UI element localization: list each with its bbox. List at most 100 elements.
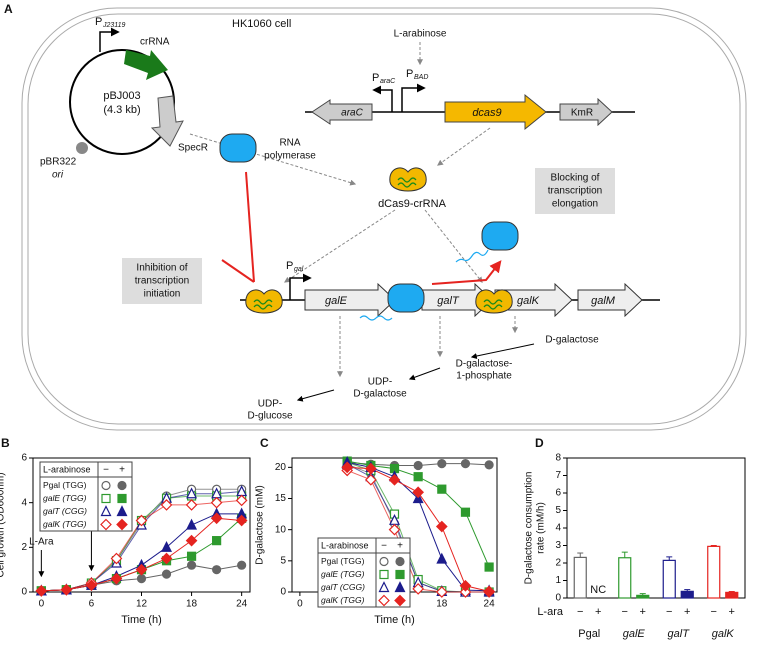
- label: Inhibition of: [136, 263, 187, 274]
- marker: [135, 514, 148, 527]
- y-tick-label: 4: [21, 497, 27, 508]
- label: KmR: [571, 108, 593, 119]
- marker: [135, 563, 148, 576]
- label: araC: [341, 108, 363, 119]
- marker: [412, 583, 425, 595]
- promoter: [99, 27, 120, 52]
- arrow: [283, 209, 396, 283]
- marker: [60, 583, 73, 596]
- label: D-galactose: [353, 389, 407, 400]
- label: L-arabinose: [394, 29, 447, 40]
- y-tick-label: 2: [555, 558, 561, 569]
- marker: [212, 565, 222, 575]
- legend-marker: [379, 569, 389, 580]
- bar: [680, 590, 694, 599]
- label: dcas9: [472, 107, 501, 119]
- transcript: [455, 249, 489, 263]
- panel-letter: A: [4, 2, 13, 16]
- x-tick-label: 18: [186, 599, 198, 610]
- legend-marker: [101, 493, 111, 504]
- label: Blocking of: [551, 173, 600, 184]
- legend-marker: [394, 581, 406, 593]
- legend-marker: [100, 505, 112, 517]
- note-box: [122, 258, 202, 304]
- y-tick-label: 10: [275, 524, 287, 535]
- label: dCas9-crRNA: [378, 198, 447, 210]
- bar: [707, 545, 721, 599]
- label: transcription: [548, 186, 602, 197]
- dcas9-complex: [475, 289, 513, 314]
- y-tick-label: 2: [21, 542, 27, 553]
- x-axis-title: Time (h): [374, 614, 415, 626]
- legend-marker: [117, 493, 127, 504]
- promoter: [401, 83, 426, 112]
- marker: [388, 473, 401, 486]
- marker: [160, 552, 173, 565]
- cell-label: HK1060 cell: [232, 18, 291, 30]
- legend-column: +: [397, 541, 403, 552]
- marker: [185, 499, 198, 511]
- bar: [636, 594, 650, 599]
- marker: [412, 486, 425, 499]
- marker: [85, 579, 98, 592]
- arrow: [470, 343, 535, 359]
- marker: [210, 496, 223, 509]
- marker: [110, 552, 123, 565]
- y-tick-label: 4: [555, 523, 561, 534]
- x-tick-label: 0: [297, 599, 303, 610]
- y-tick-label: 5: [555, 505, 561, 516]
- marker: [237, 560, 247, 570]
- x-tick-label: 6: [89, 599, 95, 610]
- sign-label: −: [622, 606, 628, 618]
- marker: [341, 461, 354, 474]
- inhibition: [221, 171, 255, 283]
- panel-a: A HK1060 cell P J23119 crRNA pBJ003 (4.3…: [4, 2, 747, 431]
- label: UDP-: [368, 377, 392, 388]
- legend-label: Pgal (TGG): [321, 556, 365, 566]
- arrow: [296, 389, 335, 402]
- marker: [186, 487, 198, 499]
- promoter: [289, 273, 312, 300]
- arrow: [408, 367, 441, 381]
- marker: [235, 494, 248, 507]
- sign-label: +: [640, 606, 646, 618]
- label: galM: [591, 295, 616, 307]
- x-tick-label: 0: [39, 599, 45, 610]
- rna-polymerase: [481, 221, 519, 251]
- marker: [364, 462, 377, 475]
- legend-label: galT (CGG): [43, 506, 87, 516]
- kmr-gene: [559, 97, 613, 127]
- note-box: [535, 168, 615, 214]
- marker: [459, 579, 472, 592]
- y-tick-label: 5: [280, 555, 286, 566]
- label: galT: [437, 295, 460, 307]
- dcas9-complex: [389, 167, 427, 192]
- marker: [484, 460, 494, 470]
- marker: [460, 459, 471, 469]
- label: gal: [294, 266, 304, 273]
- marker: [161, 540, 173, 552]
- label: P: [372, 72, 379, 84]
- bar: [618, 557, 632, 599]
- y-tick-label: 6: [555, 488, 561, 499]
- x-axis-title: L-ara: [537, 606, 564, 618]
- marker: [186, 560, 197, 570]
- ori: [76, 142, 88, 154]
- label: elongation: [552, 199, 598, 210]
- x-tick-label: 18: [436, 599, 448, 610]
- legend-label: Pgal (TGG): [43, 480, 87, 490]
- label: 1-phosphate: [456, 371, 512, 382]
- marker: [364, 473, 377, 486]
- x-tick-label: 24: [484, 599, 496, 610]
- marker: [483, 585, 495, 598]
- gene: [304, 282, 396, 318]
- marker: [161, 569, 172, 579]
- marker: [185, 534, 198, 547]
- legend-title: L-arabinose: [43, 464, 91, 474]
- legend-label: galE (TGG): [43, 493, 87, 503]
- y-axis-title: D-galactose consumption: [524, 472, 535, 585]
- category-label: galE: [623, 628, 646, 640]
- marker: [186, 551, 197, 561]
- arrow: [437, 127, 491, 166]
